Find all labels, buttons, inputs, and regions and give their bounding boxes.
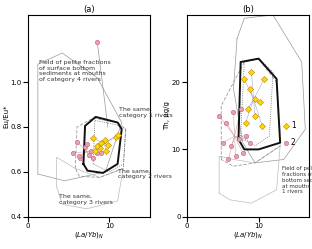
Point bbox=[257, 100, 262, 104]
Point bbox=[78, 156, 83, 160]
Point bbox=[83, 145, 88, 149]
Point bbox=[76, 154, 81, 158]
Title: (a): (a) bbox=[83, 5, 95, 14]
Text: 1: 1 bbox=[291, 121, 296, 130]
Text: The same,
category 1 rivers: The same, category 1 rivers bbox=[119, 107, 173, 118]
Point bbox=[87, 153, 92, 157]
Point bbox=[236, 137, 241, 141]
Point bbox=[84, 142, 89, 146]
Point bbox=[252, 97, 257, 101]
Point bbox=[283, 141, 288, 145]
Point bbox=[260, 124, 265, 128]
Point bbox=[95, 144, 100, 148]
Point bbox=[220, 141, 225, 145]
Point bbox=[262, 77, 267, 81]
Point bbox=[70, 151, 75, 155]
Text: The same,
category 2 rivers: The same, category 2 rivers bbox=[118, 169, 172, 179]
Point bbox=[97, 146, 102, 150]
Y-axis label: Eu/Eu*: Eu/Eu* bbox=[3, 104, 9, 127]
Point bbox=[231, 111, 236, 115]
X-axis label: $(La/Yb)_N$: $(La/Yb)_N$ bbox=[74, 230, 104, 240]
Point bbox=[105, 143, 110, 147]
Text: Field of pelite fractions
of surface bottom
sediments at mouths
of category 4 ri: Field of pelite fractions of surface bot… bbox=[39, 60, 110, 82]
Point bbox=[217, 114, 222, 118]
Text: Field of pelite
fractions of surface
bottom sediments
at mouths of category
1 ri: Field of pelite fractions of surface bot… bbox=[282, 166, 312, 194]
Point bbox=[75, 140, 80, 144]
Point bbox=[224, 121, 229, 124]
Point bbox=[91, 156, 96, 160]
Text: The same,
category 3 rivers: The same, category 3 rivers bbox=[59, 194, 113, 205]
Point bbox=[249, 70, 254, 74]
Point bbox=[91, 136, 96, 140]
Point bbox=[104, 148, 109, 152]
Point bbox=[283, 124, 288, 128]
Point bbox=[252, 114, 257, 118]
Point bbox=[114, 135, 119, 139]
Point bbox=[238, 107, 243, 111]
Point bbox=[95, 151, 100, 155]
Point bbox=[243, 134, 248, 138]
Point bbox=[92, 148, 97, 152]
Point bbox=[240, 151, 245, 155]
Point bbox=[247, 141, 252, 145]
Point bbox=[99, 141, 104, 145]
Point bbox=[242, 77, 247, 81]
Y-axis label: Th, μg/g: Th, μg/g bbox=[164, 101, 170, 130]
Point bbox=[243, 121, 248, 124]
Point bbox=[115, 133, 120, 137]
Point bbox=[95, 40, 100, 44]
Point bbox=[88, 148, 93, 152]
Point bbox=[99, 151, 104, 155]
X-axis label: $(La/Yb)_N$: $(La/Yb)_N$ bbox=[233, 230, 263, 240]
Point bbox=[233, 154, 238, 158]
Point bbox=[229, 144, 234, 148]
Text: 2: 2 bbox=[291, 138, 296, 147]
Point bbox=[247, 87, 252, 91]
Point bbox=[226, 158, 231, 162]
Point bbox=[245, 107, 250, 111]
Title: (b): (b) bbox=[242, 5, 254, 14]
Point bbox=[102, 138, 107, 142]
